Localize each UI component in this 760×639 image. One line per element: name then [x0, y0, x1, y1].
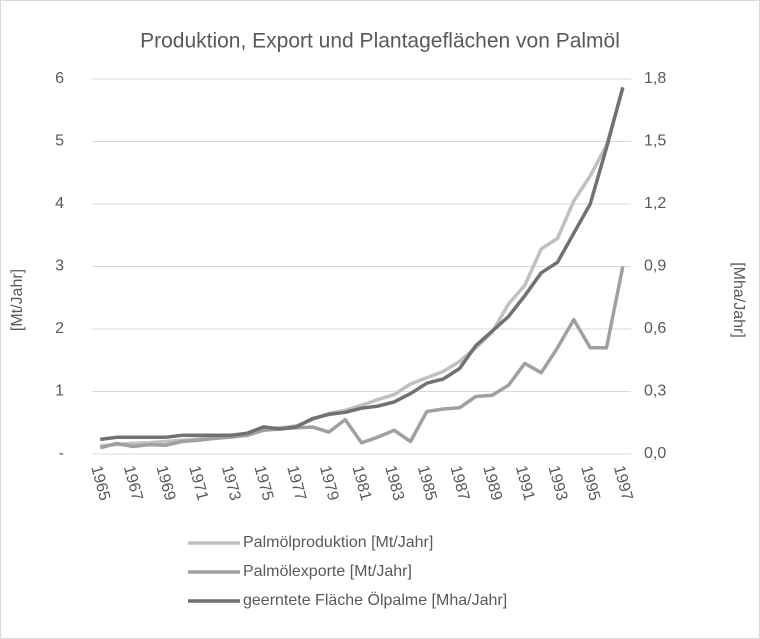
y-tick-label: 6: [55, 70, 64, 87]
y2-tick-label: 0,3: [644, 383, 666, 400]
y2-tick-label: 0,6: [644, 320, 666, 337]
y2-axis-label: [Mha/Jahr]: [730, 262, 747, 338]
y2-tick-label: 1,8: [644, 70, 666, 87]
y-tick-label: 4: [55, 195, 64, 212]
y-tick-label: 5: [55, 133, 64, 150]
legend-label: Palmölproduktion [Mt/Jahr]: [243, 534, 433, 551]
series-line: [99, 86, 625, 442]
y2-tick-label: 1,5: [644, 133, 666, 150]
chart-title: Produktion, Export und Plantageflächen v…: [140, 30, 620, 53]
y-tick-label: 3: [55, 258, 64, 275]
y-tick-label: 1: [55, 383, 64, 400]
legend-label: Palmölexporte [Mt/Jahr]: [243, 563, 412, 580]
y-tick-label: -: [59, 445, 64, 462]
y2-tick-label: 0,0: [644, 445, 666, 462]
y2-tick-label: 1,2: [644, 195, 666, 212]
series-line: [99, 266, 625, 450]
y-axis-label: [Mt/Jahr]: [9, 269, 26, 331]
legend-label: geerntete Fläche Ölpalme [Mha/Jahr]: [243, 591, 507, 609]
y2-tick-label: 0,9: [644, 258, 666, 275]
y-tick-label: 2: [55, 320, 64, 337]
